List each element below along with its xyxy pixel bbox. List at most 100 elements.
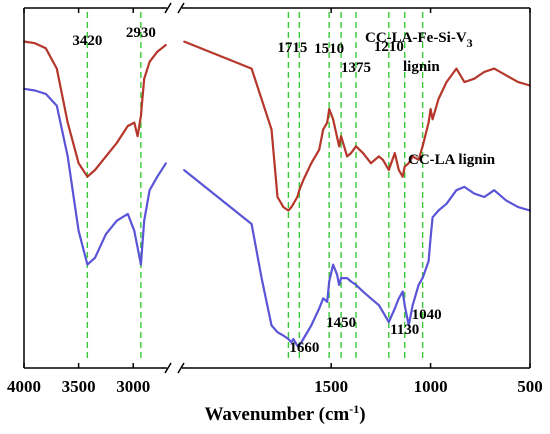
data-point (370, 297, 372, 300)
data-point (126, 213, 129, 215)
data-point (183, 169, 185, 171)
data-point (483, 196, 486, 198)
data-point (156, 175, 159, 178)
x-axis-title: Wavenumber (cm-1) (204, 402, 365, 425)
data-point (350, 152, 352, 154)
data-point (287, 209, 290, 212)
data-point (156, 50, 159, 53)
data-point (355, 145, 357, 148)
data-point (427, 260, 430, 263)
series-label-fe-si-v3: CC-LA-Fe-Si-V3 (365, 30, 473, 50)
data-point (133, 229, 136, 232)
data-point (136, 135, 139, 138)
data-point (139, 114, 142, 117)
data-point (139, 263, 142, 266)
band-marker-label: 3420 (72, 33, 102, 49)
data-point (66, 155, 69, 158)
data-point (126, 125, 129, 127)
axes: 4000 3500 3000 1500 1000 500 (7, 2, 543, 396)
data-point (445, 81, 448, 83)
data-point (318, 307, 321, 310)
data-point (505, 74, 508, 77)
x-tick-label: 4000 (7, 377, 41, 396)
spectra (23, 40, 531, 347)
data-point (393, 152, 396, 154)
band-marker-label: 1375 (341, 60, 371, 76)
data-point (133, 121, 136, 124)
data-point (437, 209, 440, 212)
data-point (165, 162, 167, 165)
data-point (401, 290, 404, 293)
data-point (302, 179, 305, 182)
data-point (282, 334, 285, 337)
series-label-cc-la: CC-LA lignin (408, 152, 496, 168)
data-point (377, 155, 380, 158)
data-point (310, 162, 313, 165)
data-point (370, 162, 372, 165)
data-point (115, 142, 118, 144)
x-axis-title-sup: -1 (349, 402, 359, 416)
data-point (437, 98, 440, 100)
data-point (346, 155, 348, 158)
data-point (338, 145, 341, 148)
data-point (282, 206, 285, 209)
data-point (77, 162, 80, 165)
data-point (411, 304, 414, 307)
data-point (250, 223, 253, 225)
x-tick-label: 3500 (62, 377, 96, 396)
data-point (421, 145, 424, 148)
data-point (483, 71, 486, 73)
data-point (336, 273, 339, 276)
data-point (326, 121, 329, 124)
data-point (298, 344, 301, 347)
data-point (287, 338, 290, 340)
data-point (455, 67, 458, 70)
series-line (183, 169, 531, 347)
data-point (105, 233, 107, 236)
data-point (94, 256, 96, 259)
data-point (260, 277, 263, 280)
band-marker-label: 1210 (374, 39, 404, 55)
data-point (445, 202, 448, 205)
data-point (338, 283, 341, 286)
data-point (387, 321, 390, 323)
x-axis-title-tail: ) (359, 404, 365, 425)
band-marker-label: 1450 (326, 315, 356, 331)
data-point (411, 155, 414, 158)
data-point (362, 152, 364, 154)
data-point (296, 344, 299, 347)
axis-break-mark (177, 2, 185, 14)
data-point (94, 169, 96, 171)
data-point (270, 128, 273, 131)
band-marker-label: 1130 (390, 322, 419, 338)
data-point (66, 121, 69, 124)
data-point (183, 40, 185, 43)
data-point (403, 304, 406, 307)
data-point (55, 67, 58, 70)
band-marker-label: 2930 (126, 25, 156, 41)
axis-break-mark (177, 362, 185, 374)
data-point (463, 81, 466, 83)
data-point (44, 93, 47, 95)
data-point (362, 290, 364, 293)
series-line (23, 40, 167, 178)
data-point (34, 42, 36, 45)
series-line (183, 40, 531, 212)
band-marker-label: 1715 (277, 40, 307, 56)
data-point (505, 199, 508, 202)
x-tick-label: 1000 (414, 377, 448, 396)
data-point (463, 185, 466, 188)
data-point (292, 338, 295, 340)
data-point (473, 77, 476, 80)
band-marker-label: 1040 (412, 307, 442, 323)
x-tick-label: 3000 (116, 377, 150, 396)
axis-break-mark (164, 2, 172, 14)
data-point (143, 77, 146, 80)
data-point (86, 263, 89, 266)
data-point (332, 263, 335, 266)
data-point (318, 148, 321, 151)
data-point (421, 277, 424, 280)
data-point (77, 229, 80, 232)
